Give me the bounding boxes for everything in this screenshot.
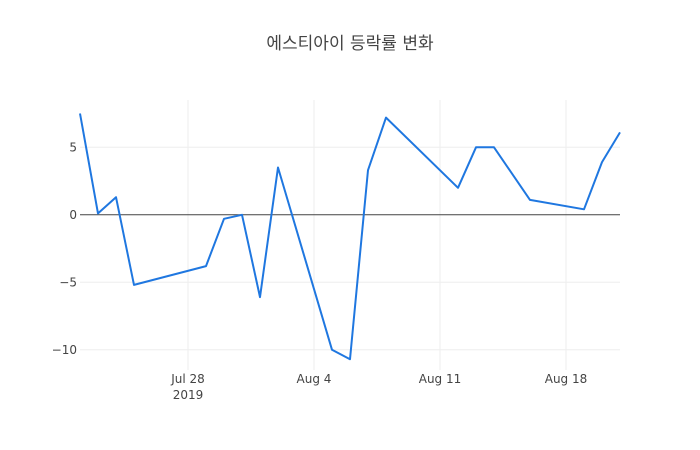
x-year-label: 2019 xyxy=(173,388,204,402)
x-tick-label: Aug 11 xyxy=(419,372,462,386)
series-layer xyxy=(79,113,621,361)
y-tick-label: 0 xyxy=(69,208,77,222)
y-tick-label: −10 xyxy=(52,343,77,357)
x-tick-label: Aug 18 xyxy=(545,372,588,386)
y-tick-label: 5 xyxy=(69,140,77,154)
y-tick-label: −5 xyxy=(59,275,77,289)
x-tick-label: Jul 28 xyxy=(170,372,205,386)
tick-layer: Jul 28 Aug 4 Aug 11 Aug 18 2019 5 0 −5 −10 xyxy=(52,140,588,402)
chart-title: 에스티아이 등락률 변화 xyxy=(266,34,434,54)
series-line xyxy=(79,113,621,361)
x-tick-label: Aug 4 xyxy=(297,372,332,386)
